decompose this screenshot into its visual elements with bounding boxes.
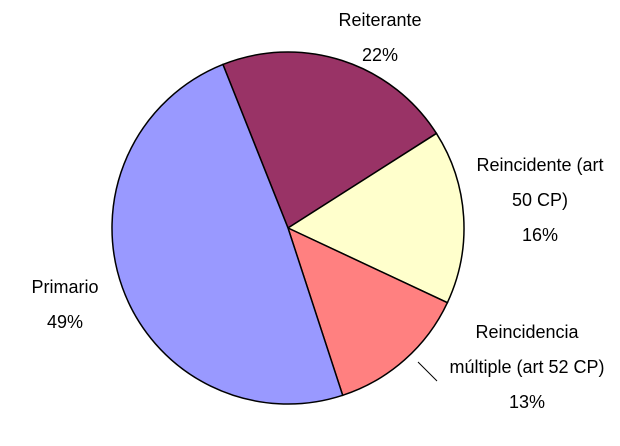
category-name: Reincidencia múltiple (art 52 CP) — [449, 322, 605, 377]
pie-slice — [111, 63, 344, 405]
pie-slice — [221, 51, 438, 230]
slice-label: Reincidente (art 50 CP) 16% — [465, 148, 615, 253]
slice-label: Primario 49% — [10, 270, 120, 340]
value-label: 22% — [361, 45, 399, 65]
pie-slice — [286, 226, 449, 397]
slice-label: Reincidencia múltiple (art 52 CP) 13% — [447, 315, 607, 420]
category-name: Reiterante — [338, 10, 422, 30]
leader-line — [417, 361, 438, 382]
category-name: Reincidente (art 50 CP) — [476, 155, 604, 210]
value-label: 16% — [521, 225, 559, 245]
category-name: Primario — [31, 277, 99, 297]
pie-slice — [286, 132, 465, 304]
value-label: 13% — [508, 392, 546, 412]
value-label: 49% — [46, 312, 84, 332]
slice-label: Reiterante 22% — [310, 3, 450, 73]
